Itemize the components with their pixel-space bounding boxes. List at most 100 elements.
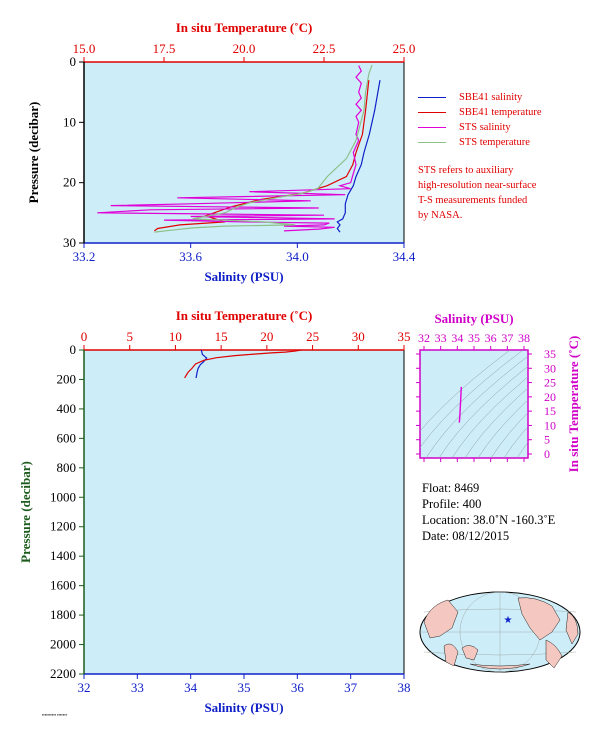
temperature-tick-label: 15 [215, 329, 228, 344]
salinity-tick-label: 33.6 [179, 249, 202, 264]
pressure-tick-label: 2200 [50, 666, 76, 681]
pressure-tick-label: 1800 [50, 607, 76, 622]
pressure-tick-label: 0 [70, 342, 77, 357]
pressure-tick-label: 10 [63, 114, 76, 129]
sts-note: STS refers to auxiliary high-resolution … [418, 163, 588, 223]
salinity-tick-label: 32 [78, 680, 91, 695]
density-contour [503, 426, 528, 458]
series-line-sbe41-temperature [184, 349, 302, 379]
legend-label: SBE41 temperature [459, 107, 542, 118]
series-line-sts-salinity [97, 65, 363, 232]
map-land [423, 597, 579, 670]
ts-salinity-tick-label: 34 [451, 331, 463, 345]
ts-salinity-tick-label: 36 [485, 331, 497, 345]
density-contour [420, 350, 524, 449]
pressure-tick-label: 400 [57, 401, 77, 416]
plot-area [83, 349, 405, 675]
pressure-tick-label: 1000 [50, 489, 76, 504]
note-line: by NASA. [418, 210, 463, 221]
salinity-axis-title: Salinity (PSU) [204, 700, 283, 715]
ts-salinity-tick-label: 35 [468, 331, 480, 345]
density-contour [464, 387, 528, 458]
salinity-tick-label: 34.4 [393, 249, 416, 264]
ts-temperature-tick-label: 30 [544, 361, 556, 375]
temperature-tick-label: 17.5 [153, 41, 176, 56]
ts-temperature-tick-label: 5 [544, 433, 550, 447]
pressure-axis-title: Pressure (decibar) [26, 102, 41, 204]
series-line-sbe41-salinity [336, 79, 381, 233]
pressure-tick-label: 30 [63, 235, 76, 250]
ts-temperature-tick-label: 0 [544, 447, 550, 461]
temperature-tick-label: 25 [306, 329, 319, 344]
ts-salinity-tick-label: 37 [501, 331, 513, 345]
salinity-tick-label: 33.2 [73, 249, 96, 264]
pressure-axis-title: Pressure (decibar) [18, 461, 33, 563]
ts-temperature-tick-label: 35 [544, 347, 556, 361]
salinity-tick-label: 35 [238, 680, 251, 695]
footer-small-text: ▪▪▪▪▪▪▪▪▪▪ ▪▪▪▪▪▪▪ [42, 712, 68, 717]
salinity-tick-label: 36 [291, 680, 305, 695]
legend-swatch [418, 142, 446, 143]
salinity-tick-label: 33 [131, 680, 144, 695]
temperature-tick-label: 5 [126, 329, 133, 344]
world-map: ★ [419, 591, 581, 673]
pressure-tick-label: 1200 [50, 519, 76, 534]
temperature-tick-label: 30 [352, 329, 365, 344]
ts-salinity-tick-label: 32 [418, 331, 430, 345]
legend: SBE41 salinity SBE41 temperature STS sal… [418, 90, 542, 150]
legend-item-sts-salinity: STS salinity [418, 120, 542, 135]
note-line: high-resolution near-surface [418, 180, 537, 191]
ts-salinity-tick-label: 33 [435, 331, 447, 345]
salinity-tick-label: 38 [398, 680, 411, 695]
pressure-tick-label: 20 [63, 175, 76, 190]
density-contour [425, 355, 528, 458]
legend-label: STS temperature [459, 137, 530, 148]
series-line-sbe41-salinity [195, 349, 208, 379]
legend-item-sbe41-salinity: SBE41 salinity [418, 90, 542, 105]
note-line: T-S measurements funded [418, 195, 528, 206]
ts-temperature-tick-label: 10 [544, 418, 556, 432]
location: Location: 38.0˚N -160.3˚E [422, 513, 556, 527]
ts-temperature-title: In situ Temperature (˚C) [566, 336, 581, 473]
salinity-axis-title: Salinity (PSU) [204, 269, 283, 284]
series-line-sts-temperature [154, 64, 373, 233]
ts-series-line [458, 386, 462, 423]
temperature-tick-label: 22.5 [313, 41, 336, 56]
pressure-tick-label: 1600 [50, 578, 76, 593]
salinity-tick-label: 34.0 [286, 249, 309, 264]
temperature-tick-label: 35 [398, 329, 411, 344]
bottom-profile-chart: 32 33 34 35 36 37 38 Salinity (PSU) 0 5 10 15 20 25 30… [18, 308, 411, 715]
legend-label: STS salinity [459, 122, 511, 133]
temperature-tick-label: 15.0 [73, 41, 96, 56]
density-contour [451, 376, 528, 458]
density-contour [516, 441, 528, 458]
float-id: Float: 8469 [422, 481, 480, 495]
pressure-tick-label: 1400 [50, 548, 76, 563]
temperature-axis-title: In situ Temperature (˚C) [176, 20, 313, 35]
density-contour [490, 412, 528, 458]
temperature-tick-label: 0 [81, 329, 88, 344]
salinity-tick-label: 37 [344, 680, 358, 695]
legend-swatch [418, 127, 446, 128]
ts-temperature-tick-label: 25 [544, 376, 556, 390]
legend-item-sbe41-temperature: SBE41 temperature [418, 105, 542, 120]
legend-item-sts-temperature: STS temperature [418, 135, 542, 150]
ts-salinity-title: Salinity (PSU) [434, 311, 513, 326]
temperature-tick-label: 20 [260, 329, 273, 344]
temperature-tick-label: 20.0 [233, 41, 256, 56]
ts-temperature-tick-label: 20 [544, 390, 556, 404]
legend-swatch [418, 112, 446, 113]
ts-plot-area [419, 349, 529, 459]
pressure-tick-label: 2000 [50, 637, 76, 652]
salinity-tick-label: 34 [184, 680, 198, 695]
ts-diagram: 32 33 34 35 36 37 38 Salinity (PSU) 051015202530… [416, 311, 581, 473]
density-contour [477, 399, 528, 458]
note-line: STS refers to auxiliary [418, 165, 514, 176]
top-profile-chart: 33.2 33.6 34.0 34.4 Salinity (PSU) 15.0 17.5 20… [26, 20, 416, 284]
pressure-tick-label: 800 [57, 460, 77, 475]
density-contour [438, 365, 528, 458]
ts-temperature-tick-label: 15 [544, 404, 556, 418]
pressure-tick-label: 200 [57, 371, 77, 386]
pressure-tick-label: 600 [57, 430, 77, 445]
